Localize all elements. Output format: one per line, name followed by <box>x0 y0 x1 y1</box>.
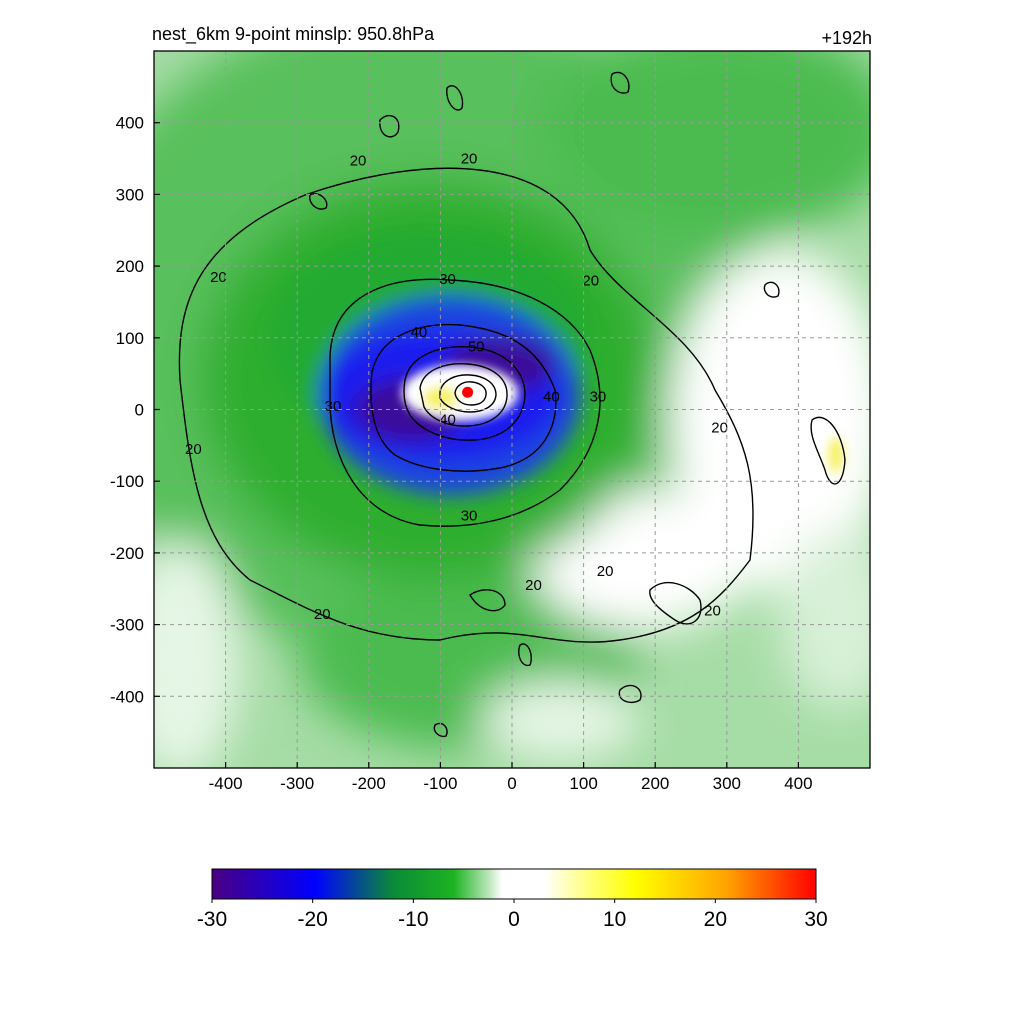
colorbar-tick-label: 30 <box>804 908 827 931</box>
colorbar <box>211 868 817 900</box>
x-tick-label: 200 <box>641 774 669 793</box>
x-tick-label: -100 <box>423 774 457 793</box>
contour-label: 40 <box>543 389 560 406</box>
contour-label: 20 <box>461 151 478 168</box>
shaded-field <box>154 51 870 768</box>
colorbar-tick-label: -10 <box>398 908 428 931</box>
x-axis: -400 -300 -200 -100 0 100 200 300 400 <box>209 762 813 793</box>
x-tick-label: 0 <box>507 774 516 793</box>
colorbar-tick-label: 20 <box>704 908 727 931</box>
contour-labels: 20 20 20 20 20 20 20 20 20 20 30 30 30 30 40 40 50 40 <box>185 151 728 623</box>
contour-label: 20 <box>525 577 542 594</box>
y-tick-label: 0 <box>135 401 144 420</box>
contour-label: 20 <box>210 269 227 286</box>
colorbar-tick-label: -30 <box>197 908 227 931</box>
contour-label: 40 <box>411 324 428 341</box>
colorbar-tick-label: 10 <box>603 908 626 931</box>
y-tick-label: -400 <box>110 687 144 706</box>
x-tick-label: 400 <box>784 774 812 793</box>
contour-label: 30 <box>590 389 607 406</box>
y-tick-label: 400 <box>116 114 144 133</box>
forecast-hour-label: +192h <box>821 28 872 48</box>
contour-label: 20 <box>711 419 728 436</box>
contour-label: 20 <box>350 153 367 170</box>
colorbar-tick-label: 0 <box>508 908 520 931</box>
colorbar-ticks: -30 -20 -10 0 10 20 30 <box>197 899 828 931</box>
contour-label: 30 <box>461 508 478 525</box>
x-tick-label: -400 <box>209 774 243 793</box>
x-tick-label: -200 <box>352 774 386 793</box>
contour-label: 30 <box>439 271 456 288</box>
y-tick-label: -200 <box>110 544 144 563</box>
contour-lines <box>178 71 846 738</box>
y-tick-label: 200 <box>116 257 144 276</box>
y-axis: 400 300 200 100 0 -100 -200 -300 -400 <box>110 114 160 706</box>
y-tick-label: 300 <box>116 185 144 204</box>
colorbar-tick-label: -20 <box>297 908 327 931</box>
contour-label: 40 <box>439 412 456 429</box>
chart-title: nest_6km 9-point minslp: 950.8hPa <box>152 24 435 45</box>
contour-label: 20 <box>582 272 599 289</box>
storm-center-marker <box>462 386 474 398</box>
x-tick-label: 100 <box>569 774 597 793</box>
y-tick-label: -100 <box>110 472 144 491</box>
x-tick-label: -300 <box>280 774 314 793</box>
contour-label: 20 <box>314 606 331 623</box>
contour-label: 20 <box>597 563 614 580</box>
contour-label: 30 <box>325 398 342 415</box>
contour-label: 20 <box>704 602 721 619</box>
contour-label: 50 <box>468 338 485 355</box>
x-tick-label: 300 <box>713 774 741 793</box>
y-tick-label: 100 <box>116 329 144 348</box>
y-tick-label: -300 <box>110 616 144 635</box>
contour-label: 20 <box>185 441 202 458</box>
